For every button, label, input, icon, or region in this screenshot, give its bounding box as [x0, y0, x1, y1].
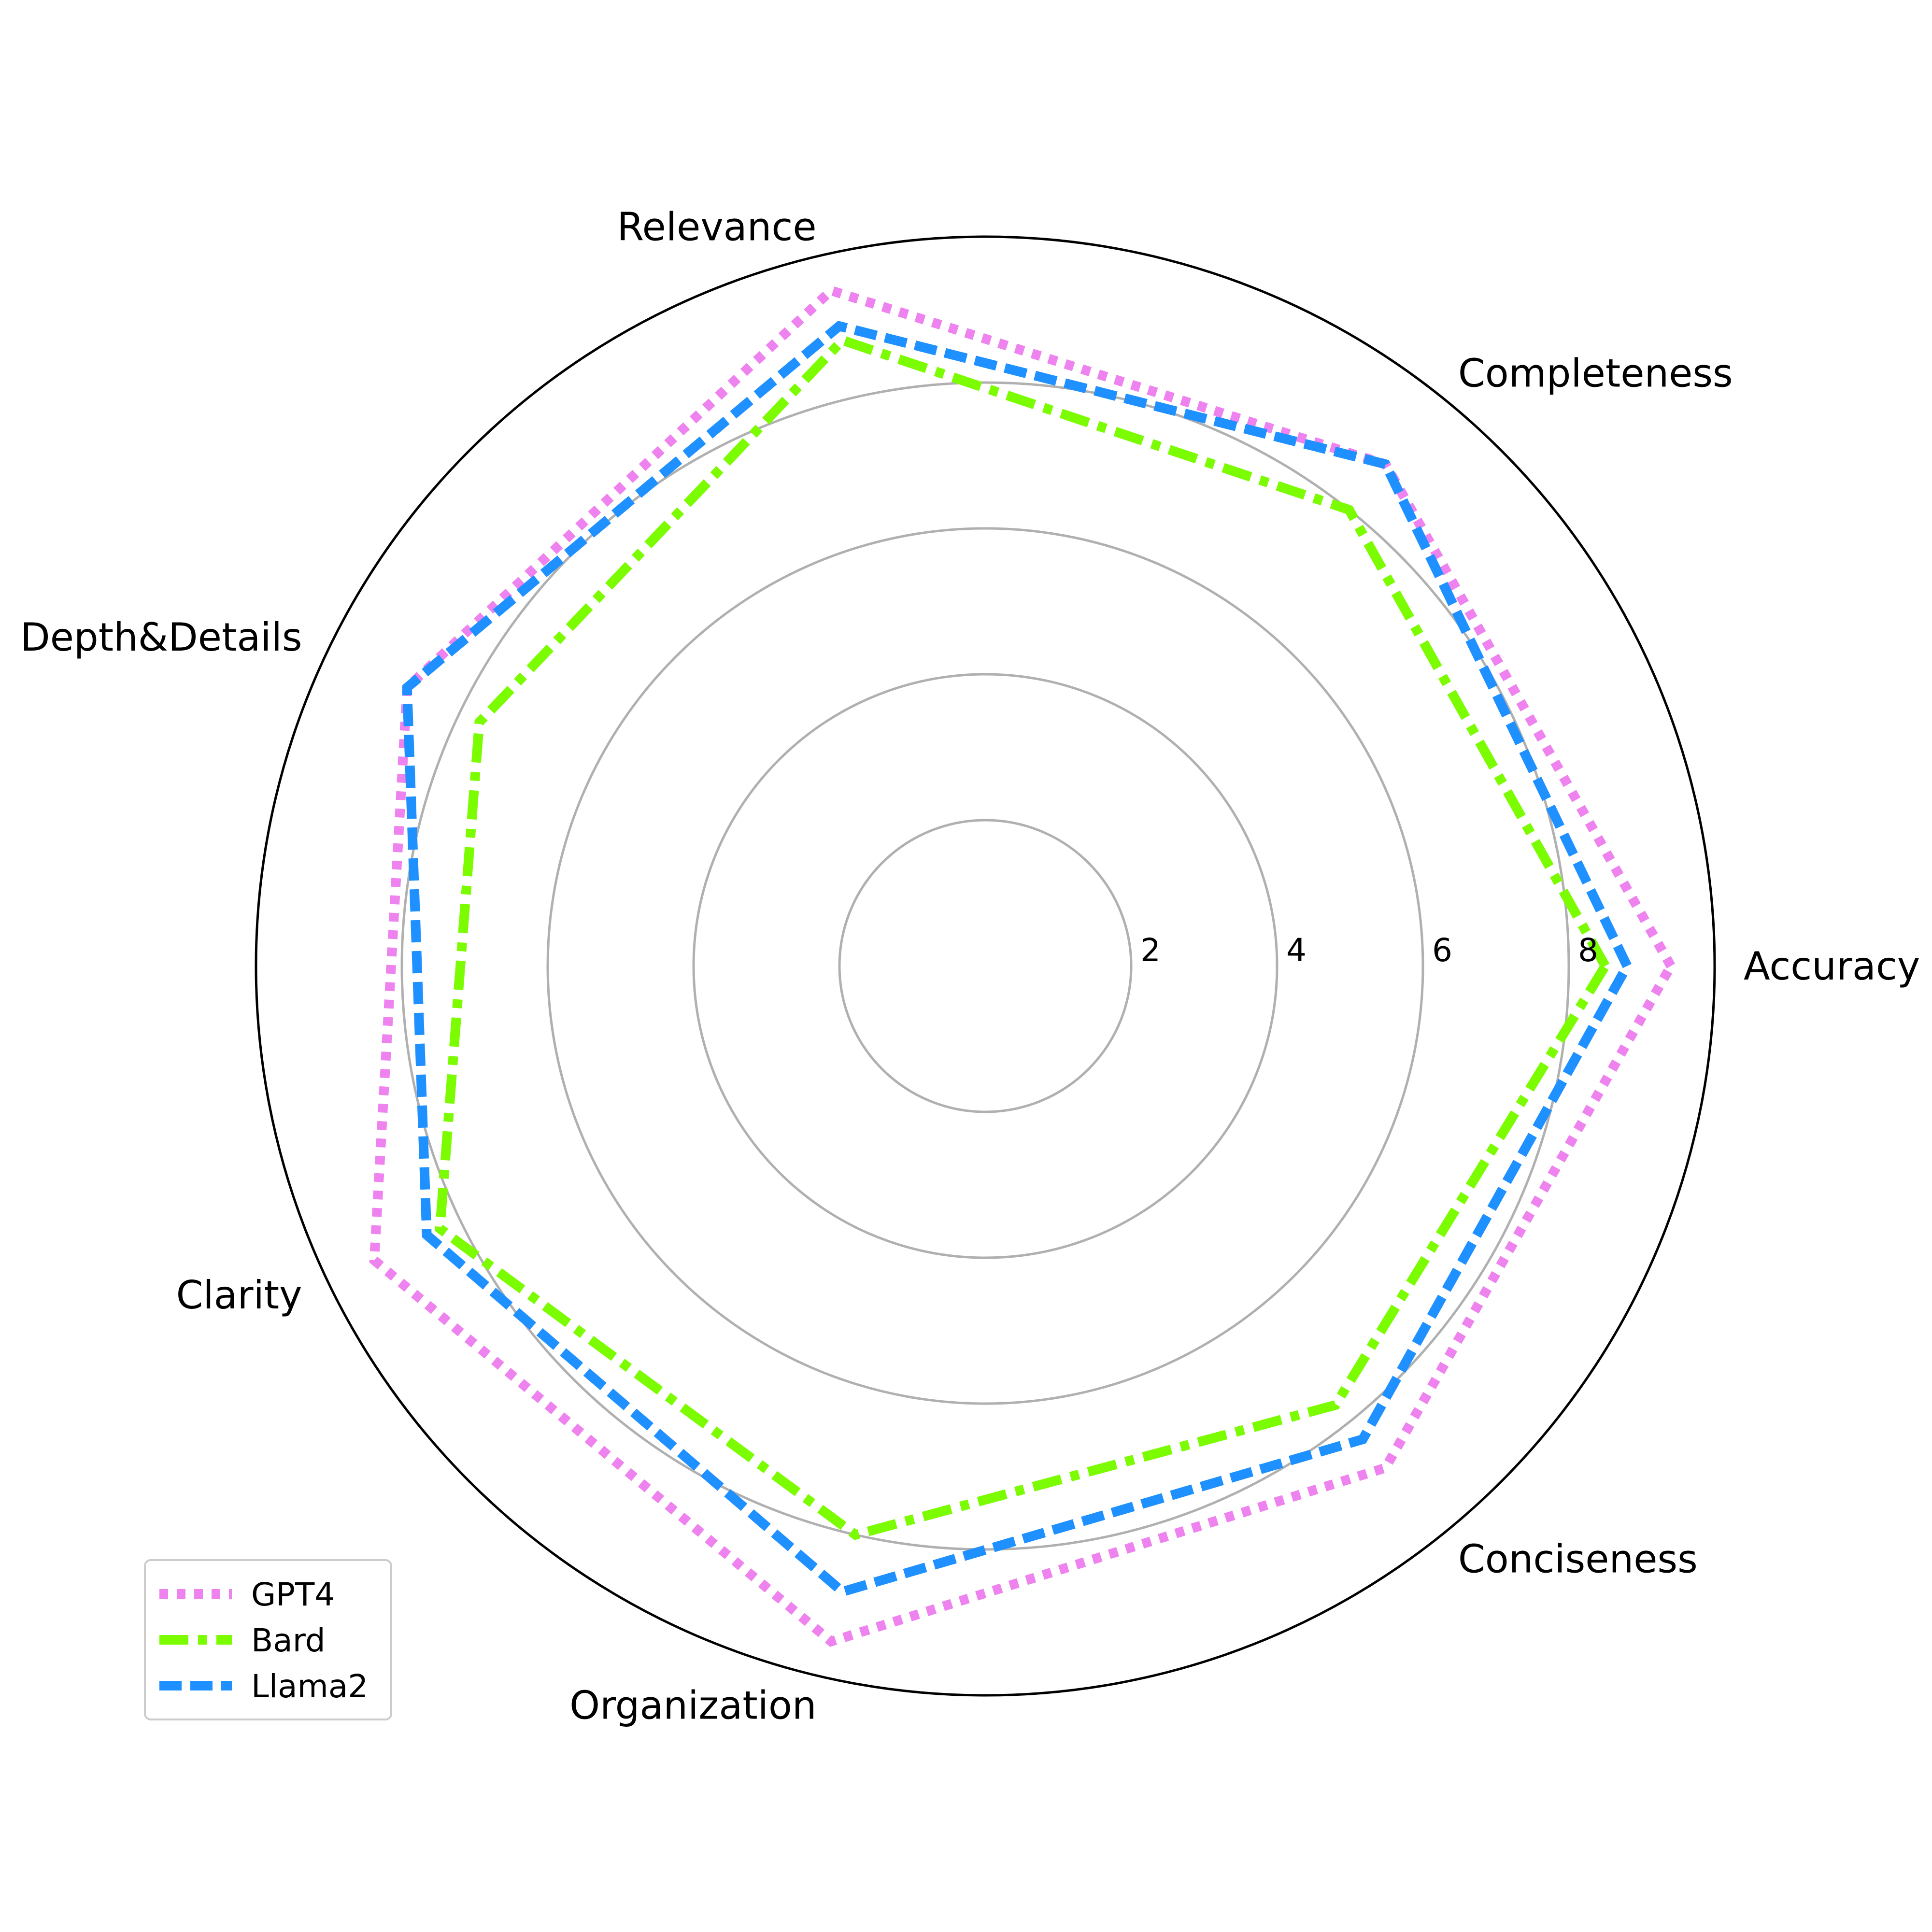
axis-label-relevance: Relevance: [617, 204, 817, 249]
axis-label-clarity: Clarity: [176, 1273, 302, 1318]
grid-layer: [255, 235, 1716, 1697]
legend-frame: [144, 1559, 392, 1720]
axis-label-conciseness: Conciseness: [1458, 1537, 1698, 1582]
legend-label-llama2: Llama2: [251, 1668, 368, 1705]
series-layer: [369, 285, 1676, 1647]
series-line-llama2: [402, 321, 1633, 1597]
legend-label-bard: Bard: [251, 1622, 326, 1659]
axis-labels: Accuracy Completeness Relevance Depth&Detai…: [20, 204, 1920, 1728]
axis-label-depth-details: Depth&Details: [20, 615, 302, 660]
axis-label-accuracy: Accuracy: [1744, 944, 1920, 989]
grid-circle-2: [838, 819, 1133, 1113]
tick-label-2: 2: [1140, 932, 1161, 969]
tick-labels: 2 4 6 8: [1140, 932, 1598, 969]
tick-label-6: 6: [1432, 932, 1452, 969]
grid-circle-8: [400, 381, 1570, 1551]
legend-label-gpt4: GPT4: [251, 1576, 335, 1613]
series-line-gpt4: [369, 285, 1676, 1647]
grid-circle-6: [546, 527, 1424, 1405]
legend: GPT4 Bard Llama2: [144, 1559, 392, 1720]
grid-circle-4: [692, 673, 1279, 1259]
outer-frame: [255, 235, 1716, 1697]
series-line-bard: [435, 334, 1611, 1540]
tick-label-8: 8: [1578, 932, 1598, 969]
tick-label-4: 4: [1286, 932, 1307, 969]
axis-label-organization: Organization: [569, 1683, 816, 1728]
axis-label-completeness: Completeness: [1458, 351, 1733, 396]
